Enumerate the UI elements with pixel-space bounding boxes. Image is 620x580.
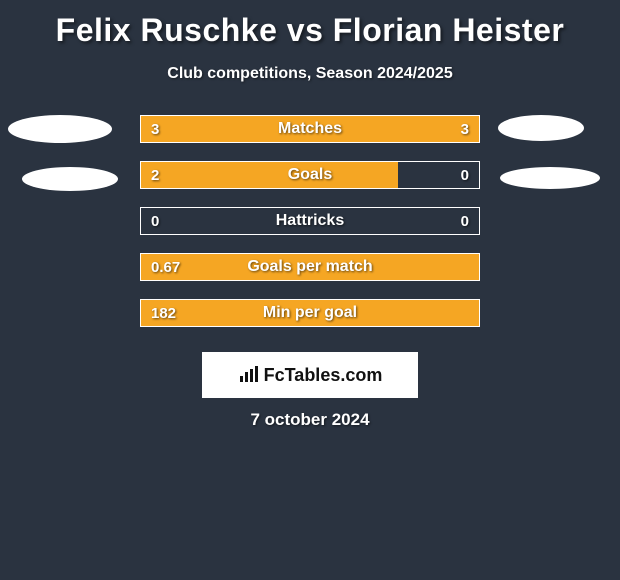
- logo-text: FcTables.com: [264, 365, 383, 386]
- stat-value-right: 3: [461, 116, 469, 142]
- stat-value-left: 3: [151, 116, 159, 142]
- stat-fill-left: [141, 254, 479, 280]
- player-avatar-placeholder: [498, 115, 584, 141]
- stat-row: 20Goals: [140, 161, 480, 189]
- subtitle: Club competitions, Season 2024/2025: [0, 65, 620, 83]
- stat-fill-left: [141, 300, 479, 326]
- stat-label: Hattricks: [141, 208, 479, 234]
- stat-fill-left: [141, 162, 398, 188]
- date-text: 7 october 2024: [0, 410, 620, 430]
- stat-value-right: 0: [461, 208, 469, 234]
- stat-value-left: 182: [151, 300, 176, 326]
- stat-row: 33Matches: [140, 115, 480, 143]
- stat-value-left: 2: [151, 162, 159, 188]
- page-title: Felix Ruschke vs Florian Heister: [0, 0, 620, 49]
- stat-fill-left: [141, 116, 310, 142]
- bars-icon: [238, 366, 260, 384]
- stat-value-right: 0: [461, 162, 469, 188]
- comparison-chart: 33Matches20Goals00Hattricks0.67Goals per…: [0, 115, 620, 337]
- source-logo: FcTables.com: [202, 352, 418, 398]
- stat-fill-right: [310, 116, 479, 142]
- player-avatar-placeholder: [500, 167, 600, 189]
- stat-row: 0.67Goals per match: [140, 253, 480, 281]
- player-avatar-placeholder: [22, 167, 118, 191]
- stat-value-left: 0.67: [151, 254, 180, 280]
- stat-value-left: 0: [151, 208, 159, 234]
- player-avatar-placeholder: [8, 115, 112, 143]
- stat-row: 182Min per goal: [140, 299, 480, 327]
- stat-row: 0 0Hattricks: [140, 207, 480, 235]
